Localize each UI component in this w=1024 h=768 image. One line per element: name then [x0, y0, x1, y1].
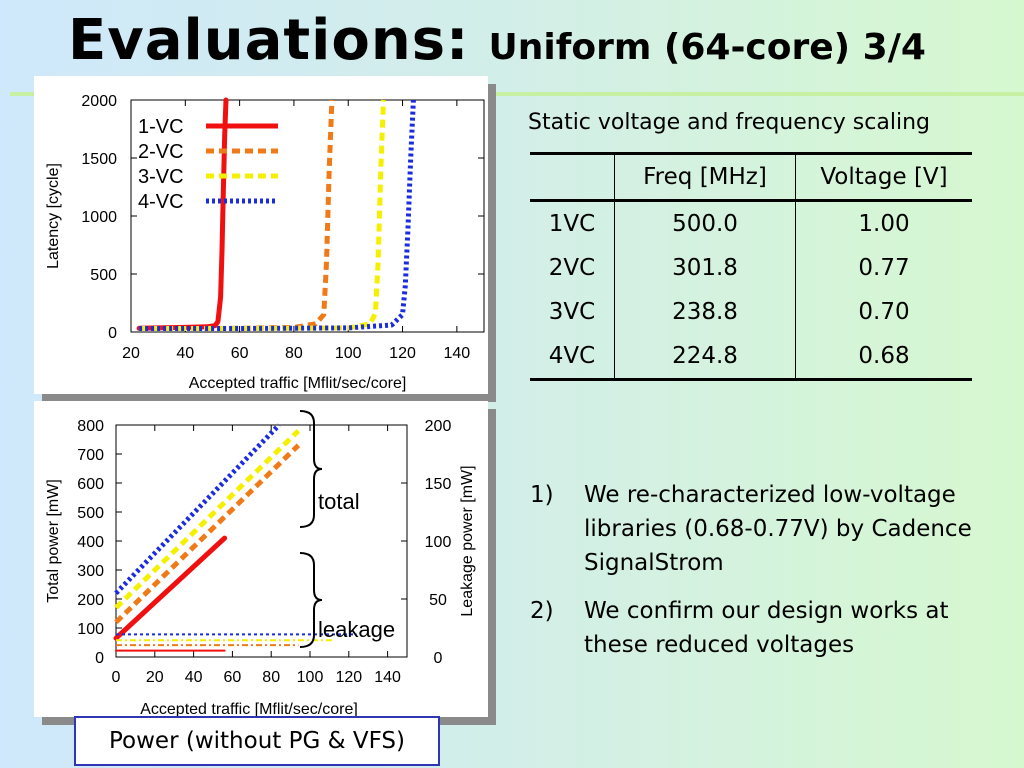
series-line-2-vc	[139, 99, 335, 331]
y-axis-label: Latency [cycle]	[45, 163, 62, 269]
x-tick-label: 0	[112, 669, 121, 686]
x-tick-label: 100	[297, 669, 324, 686]
series-line-3-vc	[139, 99, 386, 331]
table-cell: 0.68	[858, 343, 910, 369]
table-header-cell	[530, 153, 615, 201]
note-number: 2)	[530, 598, 554, 624]
series-line-total-1vc	[113, 535, 228, 641]
y-tick-label: 800	[77, 418, 104, 435]
power-chart: 0 20 40 60 80 100 120 1400100200300400500600700…	[45, 410, 476, 718]
table-row: 1VC 500.0 1.00	[530, 200, 972, 246]
table-row: 4VC 224.8 0.68	[530, 334, 972, 380]
table-cell: 0.77	[858, 255, 910, 281]
y-tick-label: 700	[77, 447, 104, 464]
table-header-cell: Freq [MHz]	[614, 153, 796, 201]
y-tick-label: 1500	[81, 151, 117, 168]
legend-label: 2-VC	[138, 141, 184, 163]
series-line-total-4vc	[114, 423, 281, 595]
y-axis-label: Total power [mW]	[45, 479, 62, 603]
x-tick-label: 80	[285, 345, 303, 362]
plot-frame	[130, 99, 485, 333]
y2-tick-label: 100	[425, 534, 452, 551]
latency-chart-panel: 20 40 60 80 100 120 140 0 500 1000 1500 2000 Accepte…	[34, 76, 488, 394]
table-cell: 1VC	[530, 200, 615, 246]
table-cell: 0.70	[858, 299, 910, 325]
table-header-row: Freq [MHz] Voltage [V]	[530, 153, 972, 201]
table-caption: Static voltage and frequency scaling	[528, 110, 930, 135]
note-item: 2) We confirm our design works at these …	[530, 594, 1010, 662]
leakage-annotation: leakage	[318, 617, 395, 642]
series-line-total-2vc	[114, 443, 301, 624]
x-tick-label: 140	[374, 669, 401, 686]
x-tick-label: 120	[389, 345, 416, 362]
y2-tick-label: 50	[429, 592, 447, 609]
x-tick-label: 60	[224, 669, 242, 686]
table-cell: 2VC	[530, 246, 615, 290]
note-item: 1) We re-characterized low-voltage libra…	[530, 478, 1010, 580]
table-cell: 238.8	[614, 290, 796, 334]
table-cell: 4VC	[530, 334, 615, 380]
latency-chart: 20 40 60 80 100 120 140 0 500 1000 1500 2000 Accepte…	[45, 93, 485, 392]
y2-tick-label: 200	[425, 418, 452, 435]
y-tick-label: 1000	[81, 209, 117, 226]
power-chart-panel: 0 20 40 60 80 100 120 140 0 100 200 300 400 500 600 700…	[34, 401, 488, 718]
notes-list: 1) We re-characterized low-voltage libra…	[530, 478, 1010, 676]
y-tick-label: 0	[108, 325, 117, 342]
y-tick-label: 200	[77, 592, 104, 609]
y-tick-label: 400	[77, 534, 104, 551]
y2-axis-label: Leakage power [mW]	[459, 465, 476, 616]
x-tick-label: 100	[335, 345, 362, 362]
total-brace	[299, 410, 323, 528]
y-tick-label: 500	[77, 505, 104, 522]
y-tick-label: 2000	[81, 93, 117, 110]
x-tick-label: 40	[185, 669, 203, 686]
y-tick-label: 300	[77, 563, 104, 580]
y-tick-label: 600	[77, 476, 104, 493]
y2-tick-label: 0	[434, 650, 443, 667]
table-cell: 224.8	[614, 334, 796, 380]
y2-tick-label: 150	[425, 476, 452, 493]
table-row: 2VC 301.8 0.77	[530, 246, 972, 290]
x-tick-label: 80	[262, 669, 280, 686]
slide-subtitle: Uniform (64-core) 3/4	[488, 27, 926, 68]
table-cell: 301.8	[614, 246, 796, 290]
table-cell: 500.0	[614, 200, 796, 246]
vf-table: Freq [MHz] Voltage [V] 1VC 500.0 1.00 2V…	[530, 152, 972, 381]
x-tick-label: 140	[443, 345, 470, 362]
y-tick-label: 0	[95, 650, 104, 667]
legend-label: 3-VC	[138, 166, 184, 188]
y-tick-label: 100	[77, 621, 104, 638]
title-underline	[10, 92, 1024, 96]
leakage-brace	[299, 552, 323, 648]
y-tick-label: 500	[90, 267, 117, 284]
table-cell: 1.00	[858, 211, 910, 237]
note-text: We confirm our design works at these red…	[584, 598, 949, 658]
series-line-total-3vc	[114, 429, 301, 610]
legend-label: 4-VC	[138, 191, 184, 213]
x-tick-label: 120	[335, 669, 362, 686]
slide-title-row: Evaluations: Uniform (64-core) 3/4	[68, 8, 926, 73]
x-tick-label: 40	[176, 345, 194, 362]
slide-title: Evaluations:	[68, 8, 470, 73]
total-annotation: total	[318, 489, 360, 514]
x-axis-label: Accepted traffic [Mflit/sec/core]	[189, 375, 407, 392]
footer-caption: Power (without PG & VFS)	[74, 716, 440, 766]
note-number: 1)	[530, 482, 554, 508]
x-tick-label: 20	[122, 345, 140, 362]
table-cell: 3VC	[530, 290, 615, 334]
x-tick-label: 60	[231, 345, 249, 362]
table-header-cell: Voltage [V]	[820, 164, 948, 190]
x-axis-label: Accepted traffic [Mflit/sec/core]	[140, 701, 358, 717]
x-tick-label: 20	[146, 669, 164, 686]
table-row: 3VC 238.8 0.70	[530, 290, 972, 334]
note-text: We re-characterized low-voltage librarie…	[584, 482, 972, 576]
legend-label: 1-VC	[138, 116, 184, 138]
